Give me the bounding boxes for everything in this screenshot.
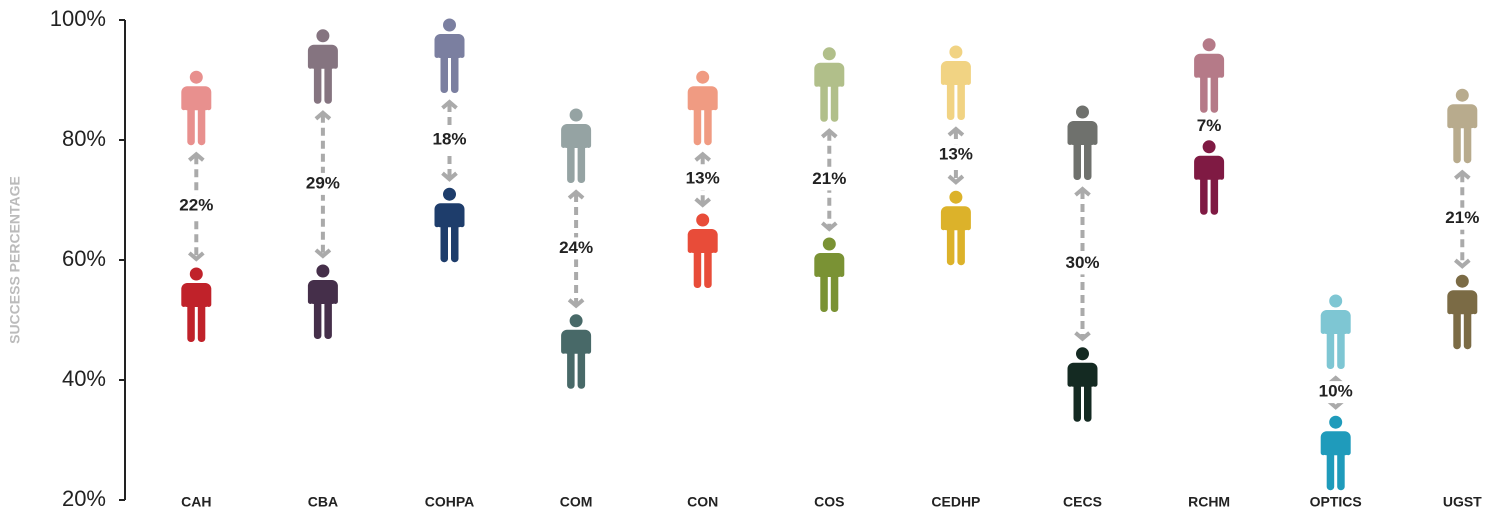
gap-label: 13% (686, 169, 720, 188)
person-icon (181, 70, 212, 146)
y-tick-label: 100% (50, 6, 106, 31)
y-tick-label: 20% (62, 486, 106, 511)
arrow-head (567, 189, 585, 200)
x-tick-label: COHPA (425, 494, 475, 510)
gap-label: 24% (559, 238, 593, 257)
gap-label: 22% (179, 196, 213, 215)
x-tick-label: COS (814, 494, 844, 510)
gap-label: 30% (1065, 253, 1099, 272)
x-tick-label: UGST (1443, 494, 1482, 510)
gap-label: 29% (306, 173, 340, 192)
gap-label-bg (298, 172, 347, 195)
arrow-head (1327, 399, 1345, 410)
arrow-head (441, 99, 458, 110)
person-icon (561, 314, 592, 389)
gap-label-bg (552, 237, 601, 260)
gap-label-bg (1185, 115, 1234, 138)
arrow-head (187, 251, 205, 262)
person-icon (940, 45, 971, 120)
person-icon (814, 47, 845, 122)
arrow-head (947, 174, 965, 185)
person-icon (687, 213, 718, 288)
x-tick-label: CBA (308, 494, 338, 510)
person-icon (181, 267, 212, 342)
person-icon (1447, 274, 1478, 350)
x-tick-label: CAH (181, 494, 211, 510)
person-icon (1194, 140, 1225, 215)
gap-label: 21% (1445, 208, 1479, 227)
arrow-head (820, 221, 838, 232)
y-tick-label: 80% (62, 126, 106, 151)
gap-label-bg (1058, 252, 1107, 275)
gap-label: 10% (1319, 382, 1353, 401)
gap-label-bg (172, 195, 221, 218)
arrow-head (187, 151, 205, 162)
arrow-head (314, 110, 332, 121)
person-icon (940, 190, 971, 266)
arrow-head (314, 248, 332, 259)
person-icon (1320, 294, 1351, 369)
arrow-head (820, 128, 838, 139)
gap-label-bg (1438, 207, 1487, 230)
person-icon (434, 18, 465, 93)
person-icon (1194, 38, 1225, 113)
person-icon (434, 187, 465, 263)
gap-label-bg (931, 144, 980, 167)
person-icon (814, 237, 845, 312)
arrow-head (1074, 331, 1091, 342)
person-icon (561, 108, 592, 183)
x-tick-label: CECS (1063, 494, 1102, 510)
gap-label: 13% (939, 145, 973, 164)
gap-label: 7% (1197, 116, 1222, 135)
arrow-head (1453, 258, 1471, 269)
arrow-head (1453, 169, 1471, 180)
x-tick-label: CEDHP (931, 494, 980, 510)
person-icon (1447, 88, 1478, 164)
arrow-head (947, 126, 965, 137)
x-tick-label: COM (560, 494, 593, 510)
person-icon (307, 264, 338, 339)
arrow-head (441, 171, 458, 182)
arrow-head (1074, 186, 1091, 197)
person-icon (1067, 105, 1098, 180)
y-axis-label: SUCCESS PERCENTAGE (7, 176, 23, 344)
person-icon (1320, 415, 1351, 491)
arrow-head (694, 151, 712, 162)
gap-label-bg (678, 168, 727, 191)
x-tick-label: RCHM (1188, 494, 1230, 510)
gap-label: 18% (432, 130, 466, 149)
person-icon (1067, 347, 1098, 422)
gap-label: 21% (812, 169, 846, 188)
person-icon (687, 70, 718, 146)
arrow-head (567, 298, 585, 309)
gap-label-bg (805, 168, 854, 191)
x-tick-label: CON (687, 494, 718, 510)
gap-label-bg (425, 129, 474, 152)
person-icon (307, 29, 338, 104)
y-tick-label: 60% (62, 246, 106, 271)
arrow-head (694, 197, 712, 208)
x-tick-label: OPTICS (1310, 494, 1362, 510)
gap-label-bg (1311, 381, 1360, 404)
y-tick-label: 40% (62, 366, 106, 391)
